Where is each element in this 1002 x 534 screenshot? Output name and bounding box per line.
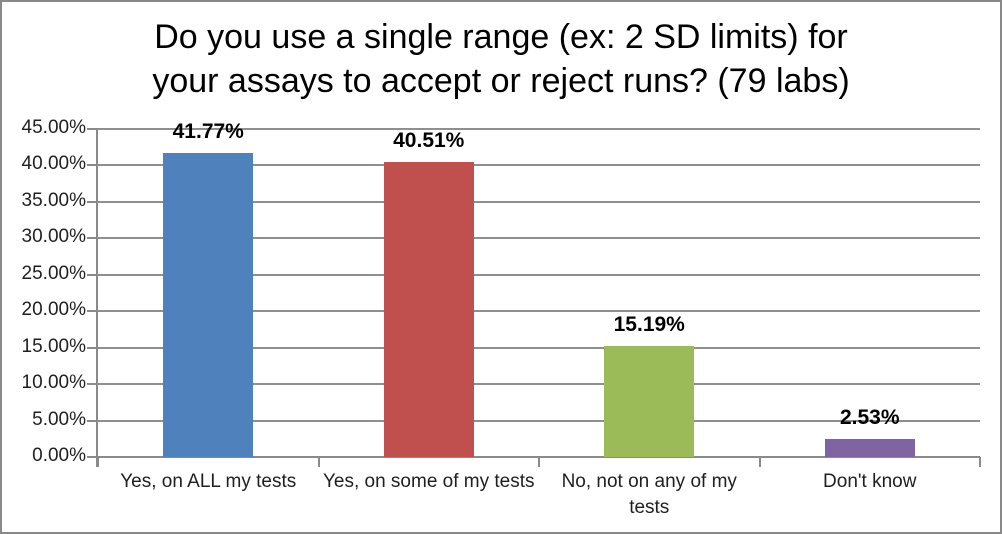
y-tick-20 [87,310,98,313]
category-label-1-line-1: Yes, on ALL my tests [120,471,297,492]
category-label-4: Don't know [760,469,981,495]
y-axis-label-15: 15.00% [21,335,86,357]
y-axis-line [96,129,98,467]
bar-1 [163,152,254,457]
y-axis-label-30: 30.00% [21,226,86,248]
gridline-5 [98,419,980,422]
y-axis-label-35: 35.00% [21,189,86,211]
gridline-40 [98,164,980,167]
category-label-3: No, not on any of my tests [539,469,760,521]
chart-title: Do you use a single range (ex: 2 SD limi… [2,15,1000,103]
category-label-3-line-1: No, not on any of my [561,471,737,492]
gridline-35 [98,200,980,203]
category-label-1: Yes, on ALL my tests [98,469,319,495]
bar-2 [383,161,474,457]
chart-title-line-1: Do you use a single range (ex: 2 SD limi… [154,18,848,56]
bar-value-label-2: 40.51% [393,128,465,152]
y-tick-35 [87,200,98,203]
y-tick-30 [87,237,98,240]
y-axis-label-20: 20.00% [21,299,86,321]
bar-4 [824,438,915,457]
y-axis-label-25: 25.00% [21,262,86,284]
x-tick-4 [979,457,981,467]
y-axis-label-45: 45.00% [21,117,86,138]
y-tick-25 [87,273,98,276]
gridline-45 [98,128,980,130]
x-tick-3 [758,457,761,467]
bar-value-label-1: 41.77% [172,119,244,143]
x-tick-0 [97,457,99,467]
chart-title-line-2: your assays to accept or reject runs? (7… [152,62,850,100]
y-tick-5 [87,419,98,422]
gridline-30 [98,237,980,240]
y-tick-15 [87,346,98,349]
y-axis-label-10: 10.00% [21,372,86,394]
gridline-25 [98,273,980,276]
category-label-2-line-1: Yes, on some of my tests [322,471,535,492]
y-tick-45 [87,128,98,130]
y-axis-label-40: 40.00% [21,153,86,175]
x-tick-1 [317,457,320,467]
gridline-15 [98,346,980,349]
y-axis-label-5: 5.00% [32,408,86,430]
gridline-20 [98,310,980,313]
bar-value-label-3: 15.19% [613,313,685,337]
y-axis-label-0: 0.00% [32,445,86,466]
y-tick-40 [87,164,98,167]
category-label-4-line-1: Don't know [823,471,917,492]
y-tick-10 [87,383,98,386]
category-label-2: Yes, on some of my tests [319,469,540,495]
gridline-10 [98,383,980,386]
bar-value-label-4: 2.53% [839,405,900,429]
bar-3 [604,346,695,457]
y-tick-0 [87,456,98,458]
category-label-3-line-2: tests [629,497,670,518]
x-tick-2 [538,457,540,467]
